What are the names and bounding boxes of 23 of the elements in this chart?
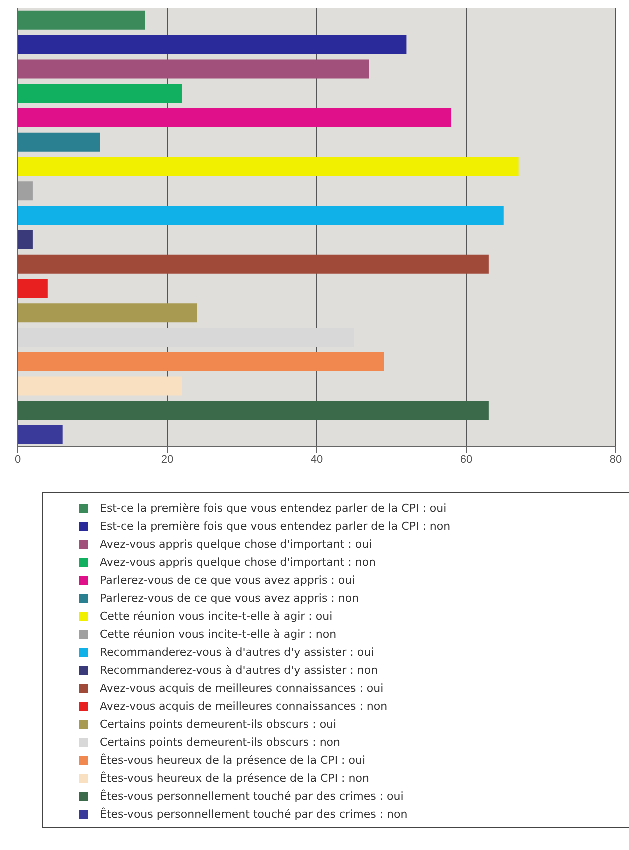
x-tick-label: 0 xyxy=(14,454,22,466)
legend-label: Recommanderez-vous à d'autres d'y assister : non xyxy=(100,664,378,676)
legend-label: Êtes-vous personnellement touché par des crimes : non xyxy=(100,808,408,820)
legend-label: Avez-vous appris quelque chose d'important : non xyxy=(100,556,376,568)
legend-label: Cette réunion vous incite-t-elle à agir : non xyxy=(100,628,337,640)
x-tick-label: 40 xyxy=(310,454,324,466)
legend-label: Recommanderez-vous à d'autres d'y assister : oui xyxy=(100,646,374,658)
legend-label: Est-ce la première fois que vous entendez parler de la CPI : non xyxy=(100,520,451,532)
x-tick-label: 80 xyxy=(610,454,622,466)
legend-label: Avez-vous acquis de meilleures connaissances : non xyxy=(100,700,388,712)
x-tick-label: 20 xyxy=(161,454,174,466)
legend-label: Êtes-vous heureux de la présence de la CPI : oui xyxy=(100,754,366,766)
legend-label: Certains points demeurent-ils obscurs : non xyxy=(100,736,340,748)
legend-label: Avez-vous acquis de meilleures connaissances : oui xyxy=(100,682,384,694)
x-tick-label: 60 xyxy=(460,454,473,466)
legend-label: Parlerez-vous de ce que vous avez appris : non xyxy=(100,592,360,604)
legend-label: Parlerez-vous de ce que vous avez appris : oui xyxy=(100,574,356,586)
legend-label: Certains points demeurent-ils obscurs : oui xyxy=(100,718,337,730)
legend-label: Êtes-vous heureux de la présence de la CPI : non xyxy=(100,772,370,784)
legend-label: Avez-vous appris quelque chose d'important : oui xyxy=(100,538,372,550)
legend-label: Cette réunion vous incite-t-elle à agir : oui xyxy=(100,610,333,622)
legend-label: Est-ce la première fois que vous entendez parler de la CPI : oui xyxy=(100,502,447,514)
legend-label: Êtes-vous personnellement touché par des crimes : oui xyxy=(100,790,404,802)
